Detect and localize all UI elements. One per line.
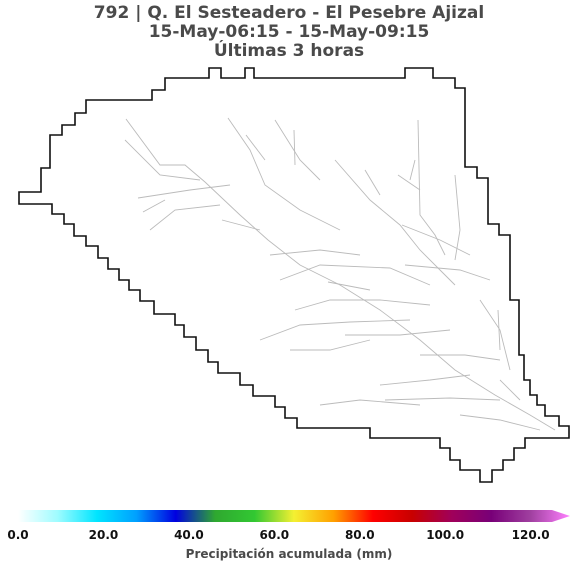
colorbar-gradient: [18, 510, 570, 522]
colorbar-label: Precipitación acumulada (mm): [185, 547, 393, 561]
basin-outline: [18, 67, 570, 483]
title-window: Últimas 3 horas: [213, 41, 365, 61]
colorbar-tick-0: 0.0: [7, 528, 29, 542]
colorbar-tick-2: 40.0: [174, 528, 204, 542]
title-basin: 792 | Q. El Sesteadero - El Pesebre Ajiz…: [93, 3, 485, 23]
colorbar-tick-1: 20.0: [88, 528, 119, 542]
colorbar-tick-6: 120.0: [511, 528, 550, 542]
stream-network: [124, 117, 556, 431]
colorbar: [18, 510, 570, 522]
title-period: 15-May-06:15 - 15-May-09:15: [148, 22, 430, 42]
colorbar-tick-5: 100.0: [426, 528, 465, 542]
map-title: 792 | Q. El Sesteadero - El Pesebre Ajiz…: [0, 4, 578, 61]
colorbar-tick-3: 60.0: [259, 528, 290, 542]
colorbar-tick-4: 80.0: [344, 528, 375, 542]
basin-map: [18, 67, 570, 483]
